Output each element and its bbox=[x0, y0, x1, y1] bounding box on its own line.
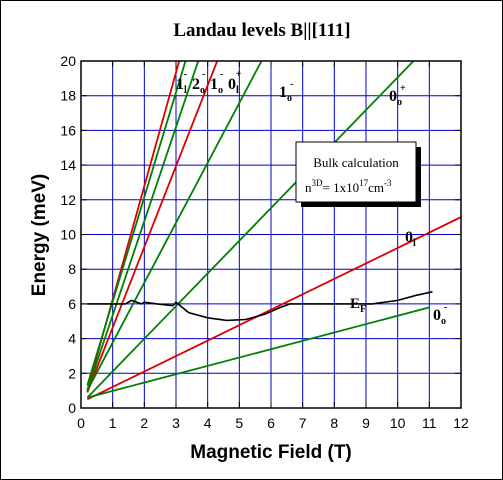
y-tick-label: 18 bbox=[60, 88, 76, 104]
label-2o-minus: 2o- bbox=[192, 69, 205, 96]
y-tick-label: 10 bbox=[60, 227, 76, 243]
x-tick-label: 5 bbox=[235, 415, 243, 431]
chart-title: Landau levels B||[111] bbox=[173, 20, 350, 41]
x-tick-label: 4 bbox=[204, 415, 212, 431]
y-tick-label: 12 bbox=[60, 192, 76, 208]
series-line-0l+ bbox=[86, 61, 219, 393]
annotation-line-1: Bulk calculation bbox=[313, 155, 399, 170]
annotation-box: Bulk calculation n3D= 1x1017cm-3 bbox=[295, 141, 421, 207]
label-0o-minus: 0o- bbox=[433, 302, 447, 327]
label-0l: 0l bbox=[405, 229, 416, 249]
series-line-0o- bbox=[87, 306, 430, 399]
series-line-0l bbox=[86, 216, 461, 401]
x-tick-label: 10 bbox=[390, 415, 406, 431]
label-0l-plus: 0l+ bbox=[228, 69, 242, 96]
y-tick-label: 4 bbox=[68, 331, 76, 347]
label-0o-plus: 0o+ bbox=[389, 83, 406, 108]
label-1l-minus: 1l- bbox=[176, 69, 187, 96]
x-tick-label: 0 bbox=[77, 415, 85, 431]
y-tick-label: 2 bbox=[68, 365, 76, 381]
label-1o-minus: 1o- bbox=[279, 79, 293, 104]
x-axis-label: Magnetic Field (T) bbox=[190, 442, 352, 463]
x-tick-label: 2 bbox=[140, 415, 148, 431]
series-line-2o- bbox=[86, 61, 187, 386]
label-1o-minus-top: 1o- bbox=[210, 69, 223, 96]
series-line-1o- bbox=[86, 61, 263, 392]
y-axis-label: Energy (meV) bbox=[29, 174, 50, 296]
x-tick-label: 7 bbox=[299, 415, 307, 431]
label-ef: EF bbox=[350, 296, 366, 315]
series-line-0o+ bbox=[86, 61, 415, 399]
x-tick-label: 1 bbox=[109, 415, 117, 431]
series-line-EF bbox=[87, 291, 433, 322]
y-tick-label: 8 bbox=[68, 261, 76, 277]
grid bbox=[81, 61, 461, 408]
x-tick-label: 3 bbox=[172, 415, 180, 431]
x-tick-label: 11 bbox=[422, 415, 437, 431]
x-tick-label: 9 bbox=[362, 415, 370, 431]
annotation-line-2: n3D= 1x1017cm-3 bbox=[305, 178, 392, 195]
series-line-1o- bbox=[86, 61, 200, 391]
y-tick-label: 20 bbox=[60, 53, 76, 69]
x-tick-label: 8 bbox=[330, 415, 338, 431]
x-tick-label: 6 bbox=[267, 415, 275, 431]
y-tick-label: 6 bbox=[68, 296, 76, 312]
series-layer bbox=[86, 61, 461, 401]
y-tick-label: 16 bbox=[60, 122, 76, 138]
y-tick-label: 14 bbox=[60, 157, 76, 173]
level-labels: 1l- 2o- 1o- 0l+ 1o- 0o+ 0l EF 0o- bbox=[176, 69, 447, 327]
x-tick-label: 12 bbox=[453, 415, 469, 431]
y-tick-label: 0 bbox=[68, 400, 76, 416]
